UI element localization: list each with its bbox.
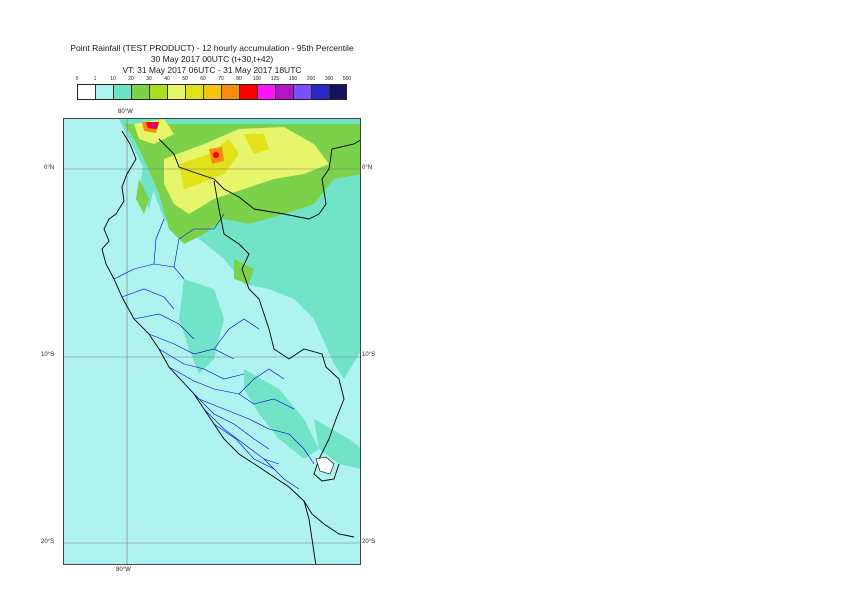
colorbar-swatch bbox=[293, 85, 311, 100]
colorbar-swatch bbox=[149, 85, 167, 100]
colorbar-label: 300 bbox=[324, 76, 334, 82]
colorbar-swatch bbox=[95, 85, 113, 100]
region-boundaries bbox=[113, 213, 315, 490]
valid-time: VT: 31 May 2017 06UTC - 31 May 2017 18UT… bbox=[122, 65, 302, 75]
colorbar-label: 40 bbox=[164, 76, 170, 82]
rainfall-field-80-125mm bbox=[146, 122, 219, 158]
base-time: 30 May 2017 00UTC (t+30,t+42) bbox=[150, 54, 274, 64]
colorbar-label: 80 bbox=[236, 76, 242, 82]
lat-label-left-10s: 10°S bbox=[41, 352, 55, 358]
map-title: Point Rainfall (TEST PRODUCT) - 12 hourl… bbox=[70, 43, 354, 53]
colorbar-swatch bbox=[311, 85, 329, 100]
colorbar-swatch bbox=[113, 85, 131, 100]
colorbar-label: 50 bbox=[182, 76, 188, 82]
colorbar-swatch bbox=[167, 85, 185, 100]
lat-label-right-0: 0°N bbox=[362, 165, 373, 171]
colorbar-swatch bbox=[329, 85, 347, 100]
colorbar-swatch bbox=[131, 85, 149, 100]
colorbar-label: 500 bbox=[342, 76, 352, 82]
colorbar-label: 60 bbox=[200, 76, 206, 82]
lake-titicaca bbox=[315, 456, 335, 475]
colorbar-frame bbox=[77, 84, 347, 100]
colorbar-label: 1 bbox=[93, 76, 97, 82]
lat-label-right-20s: 20°S bbox=[362, 539, 376, 545]
rainfall-map bbox=[63, 118, 361, 565]
colorbar-swatch bbox=[257, 85, 275, 100]
colorbar-label: 10 bbox=[110, 76, 116, 82]
colorbar-label: 20 bbox=[128, 76, 134, 82]
colorbar-label: 70 bbox=[218, 76, 224, 82]
colorbar-label: 150 bbox=[288, 76, 298, 82]
colorbar-label: 125 bbox=[270, 76, 280, 82]
colorbar-swatch bbox=[203, 85, 221, 100]
colorbar-label: 200 bbox=[306, 76, 316, 82]
colorbar-swatch bbox=[275, 85, 293, 100]
lon-label-top: 80°W bbox=[118, 109, 133, 115]
lat-label-left-20s: 20°S bbox=[41, 539, 55, 545]
colorbar-label: 100 bbox=[252, 76, 262, 82]
rainfall-map-svg bbox=[64, 119, 360, 564]
colorbar-label: 30 bbox=[146, 76, 152, 82]
colorbar-swatch bbox=[221, 85, 239, 100]
lat-label-right-10s: 10°S bbox=[362, 352, 376, 358]
lon-label-bottom: 80°W bbox=[116, 567, 131, 573]
rainfall-field-50-70mm bbox=[179, 134, 269, 189]
colorbar-label: 0 bbox=[75, 76, 79, 82]
colorbar-swatch bbox=[239, 85, 257, 100]
graticule bbox=[64, 119, 360, 564]
lat-label-left-0: 0°N bbox=[44, 165, 55, 171]
colorbar-swatch bbox=[185, 85, 203, 100]
